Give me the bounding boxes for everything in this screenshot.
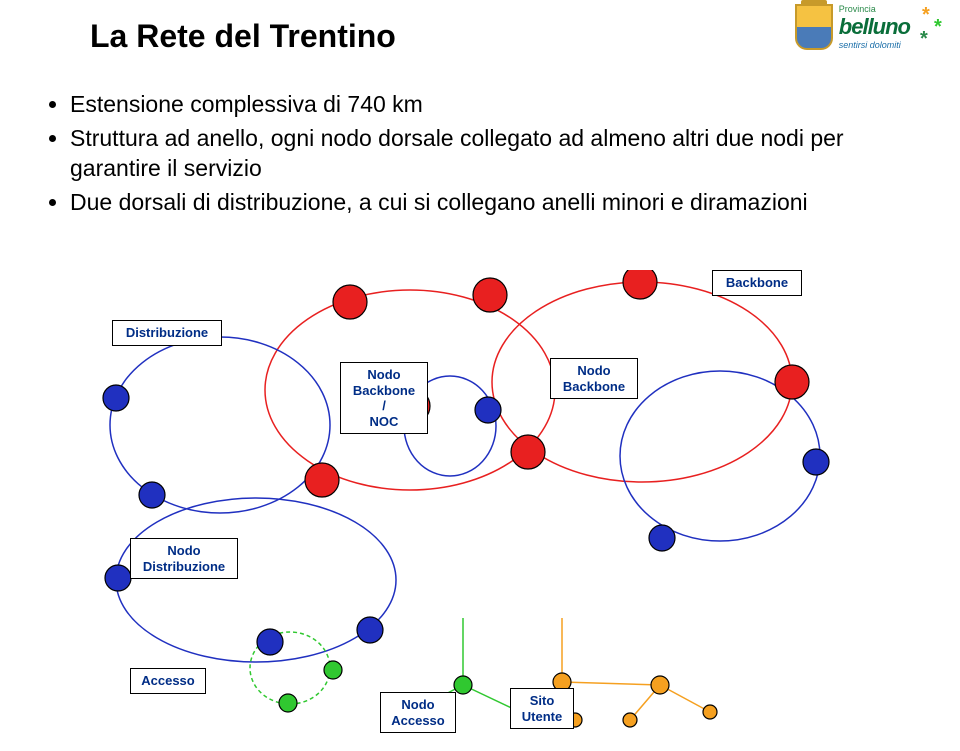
- diagram-label: NodoBackbone/NOC: [340, 362, 428, 434]
- diagram-label: NodoAccesso: [380, 692, 456, 733]
- belluno-logo: Provincia belluno sentirsi dolomiti: [839, 4, 910, 50]
- page-title: La Rete del Trentino: [90, 18, 396, 55]
- bullet-item: Estensione complessiva di 740 km: [70, 90, 900, 120]
- diagram-label: Accesso: [130, 668, 206, 694]
- logo-tagline: sentirsi dolomiti: [839, 40, 901, 50]
- diagram-label: SitoUtente: [510, 688, 574, 729]
- diagram-label: Backbone: [712, 270, 802, 296]
- logo-provincia: Provincia: [839, 4, 876, 14]
- bullet-item: Struttura ad anello, ogni nodo dorsale c…: [70, 124, 900, 184]
- bullet-list: Estensione complessiva di 740 km Struttu…: [40, 90, 900, 222]
- crest-icon: [795, 4, 833, 50]
- diagram-label: Distribuzione: [112, 320, 222, 346]
- diagram-label: NodoBackbone: [550, 358, 638, 399]
- network-diagram: Backbone Distribuzione NodoBackbone/NOC Nod…: [0, 270, 960, 746]
- diagram-label: NodoDistribuzione: [130, 538, 238, 579]
- asterisk-icon: * * *: [916, 4, 950, 48]
- logo-belluno: belluno: [839, 14, 910, 40]
- bullet-item: Due dorsali di distribuzione, a cui si c…: [70, 188, 900, 218]
- logo-area: Provincia belluno sentirsi dolomiti * * …: [795, 4, 950, 50]
